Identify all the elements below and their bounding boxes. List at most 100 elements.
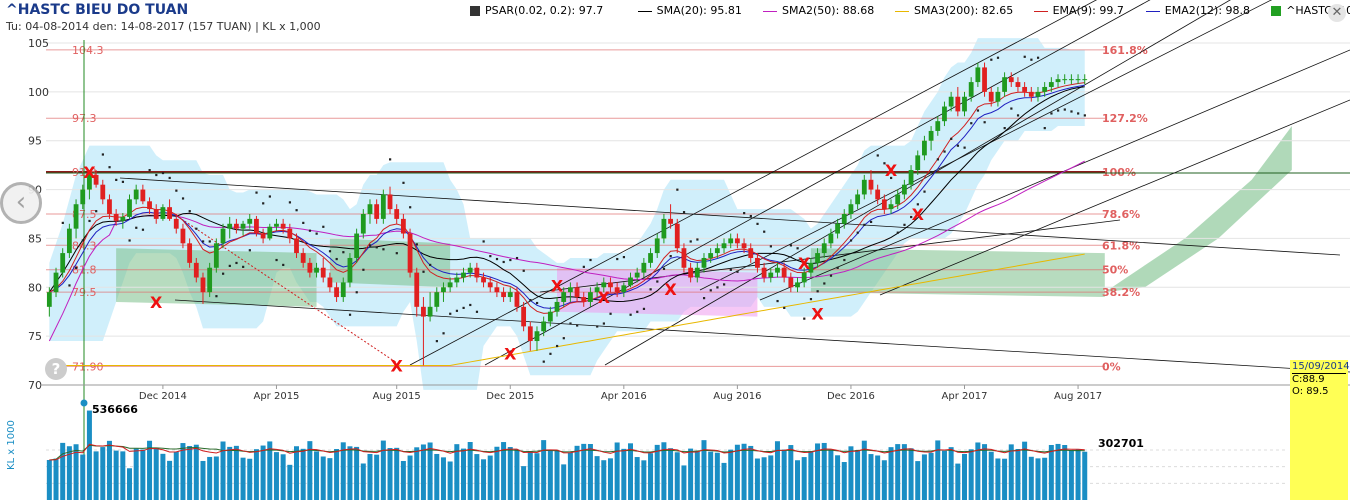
volume-bar — [454, 444, 460, 500]
volume-bar — [547, 449, 553, 500]
candle-body — [394, 209, 400, 219]
candle-body — [340, 282, 346, 298]
y-tick-label: 75 — [28, 330, 42, 343]
candle-body — [534, 331, 540, 342]
volume-bar — [354, 446, 360, 500]
volume-bar — [280, 454, 286, 500]
candle-body — [968, 82, 974, 97]
volume-bar — [801, 457, 807, 500]
trend-line — [119, 177, 1341, 256]
psar-dot — [876, 154, 879, 157]
candle-body — [53, 272, 59, 293]
candle-body — [514, 292, 520, 307]
psar-dot — [883, 162, 886, 165]
volume-bar — [86, 410, 92, 500]
volume-bar — [160, 453, 166, 500]
y-tick-label: 95 — [28, 135, 42, 148]
candle-body — [694, 267, 700, 278]
psar-dot — [262, 202, 265, 205]
candle-body — [300, 253, 306, 263]
legend-item: SMA2(50): 88.68 — [763, 4, 874, 17]
psar-dot — [602, 322, 605, 325]
candle-body — [267, 226, 273, 239]
x-tick-label: Apr 2015 — [253, 391, 299, 402]
fib-right-label: 38.2% — [1102, 286, 1140, 299]
dashed-trend-line — [167, 209, 401, 366]
psar-dot — [168, 176, 171, 180]
candle-body — [928, 130, 934, 141]
volume-bar — [901, 444, 907, 500]
candle-body — [387, 194, 393, 210]
psar-dot — [529, 298, 532, 302]
psar-dot — [743, 212, 746, 215]
psar-dot — [816, 290, 819, 293]
candle-body — [414, 272, 420, 307]
volume-bar — [654, 444, 660, 500]
psar-dot — [809, 298, 813, 301]
candle-body — [788, 277, 794, 288]
candle-body — [280, 223, 286, 229]
psar-dot — [455, 309, 459, 312]
candle-body — [781, 267, 787, 278]
volume-bar — [601, 460, 607, 500]
candle-body — [427, 306, 433, 317]
volume-bar — [774, 441, 780, 500]
volume-bar — [440, 457, 446, 500]
y-tick-label: 105 — [28, 37, 49, 50]
candle-body — [955, 96, 961, 112]
psar-dot — [996, 56, 1000, 59]
help-icon[interactable]: ? — [45, 358, 67, 380]
psar-dot — [803, 317, 806, 320]
candle-body — [861, 179, 867, 195]
volume-bar — [948, 447, 954, 500]
fib-right-label: 0% — [1102, 360, 1121, 373]
volume-bar — [982, 444, 988, 500]
psar-dot — [469, 303, 472, 307]
volume-bar — [1008, 444, 1014, 500]
pivot-marker: X — [504, 345, 517, 364]
volume-bar — [848, 446, 854, 500]
hover-close: C:88.9 — [1292, 374, 1325, 385]
volume-bar — [253, 449, 259, 500]
candle-body — [547, 311, 553, 322]
candle-body — [354, 233, 360, 258]
volume-bar — [741, 443, 747, 500]
psar-dot — [549, 352, 552, 355]
psar-dot — [101, 153, 104, 156]
candle-body — [761, 267, 767, 278]
volume-bar — [300, 448, 306, 500]
psar-dot — [495, 257, 499, 261]
psar-dot — [475, 310, 479, 313]
candle-body — [207, 267, 213, 293]
candle-body — [775, 267, 780, 273]
candle-body — [1075, 79, 1081, 81]
psar-dot — [542, 360, 545, 363]
volume-bar — [420, 444, 426, 500]
volume-bar — [474, 454, 480, 500]
psar-dot — [596, 325, 599, 328]
psar-dot — [275, 258, 278, 262]
volume-bar — [748, 445, 754, 500]
volume-bar — [708, 451, 714, 500]
volume-bar — [1028, 456, 1034, 500]
candle-body — [347, 257, 353, 283]
chevron-left-icon[interactable]: ‹ — [0, 182, 42, 224]
volume-bar — [334, 449, 340, 500]
psar-dot — [522, 269, 525, 272]
volume-bar — [501, 442, 507, 500]
psar-dot — [95, 210, 98, 213]
close-icon[interactable]: ✕ — [1328, 4, 1346, 22]
volume-bar — [307, 441, 313, 500]
volume-bar — [962, 453, 967, 500]
candle-body — [87, 174, 92, 190]
candle-body — [133, 189, 139, 200]
psar-dot — [689, 240, 692, 243]
volume-bar — [93, 451, 99, 500]
legend-item: SMA3(200): 82.65 — [895, 4, 1013, 17]
psar-dot — [702, 297, 706, 300]
x-tick-label: Aug 2016 — [713, 391, 761, 402]
trend-line — [484, 0, 1151, 366]
candle-body — [875, 189, 881, 200]
volume-bar — [380, 440, 386, 500]
psar-dot — [616, 257, 619, 261]
